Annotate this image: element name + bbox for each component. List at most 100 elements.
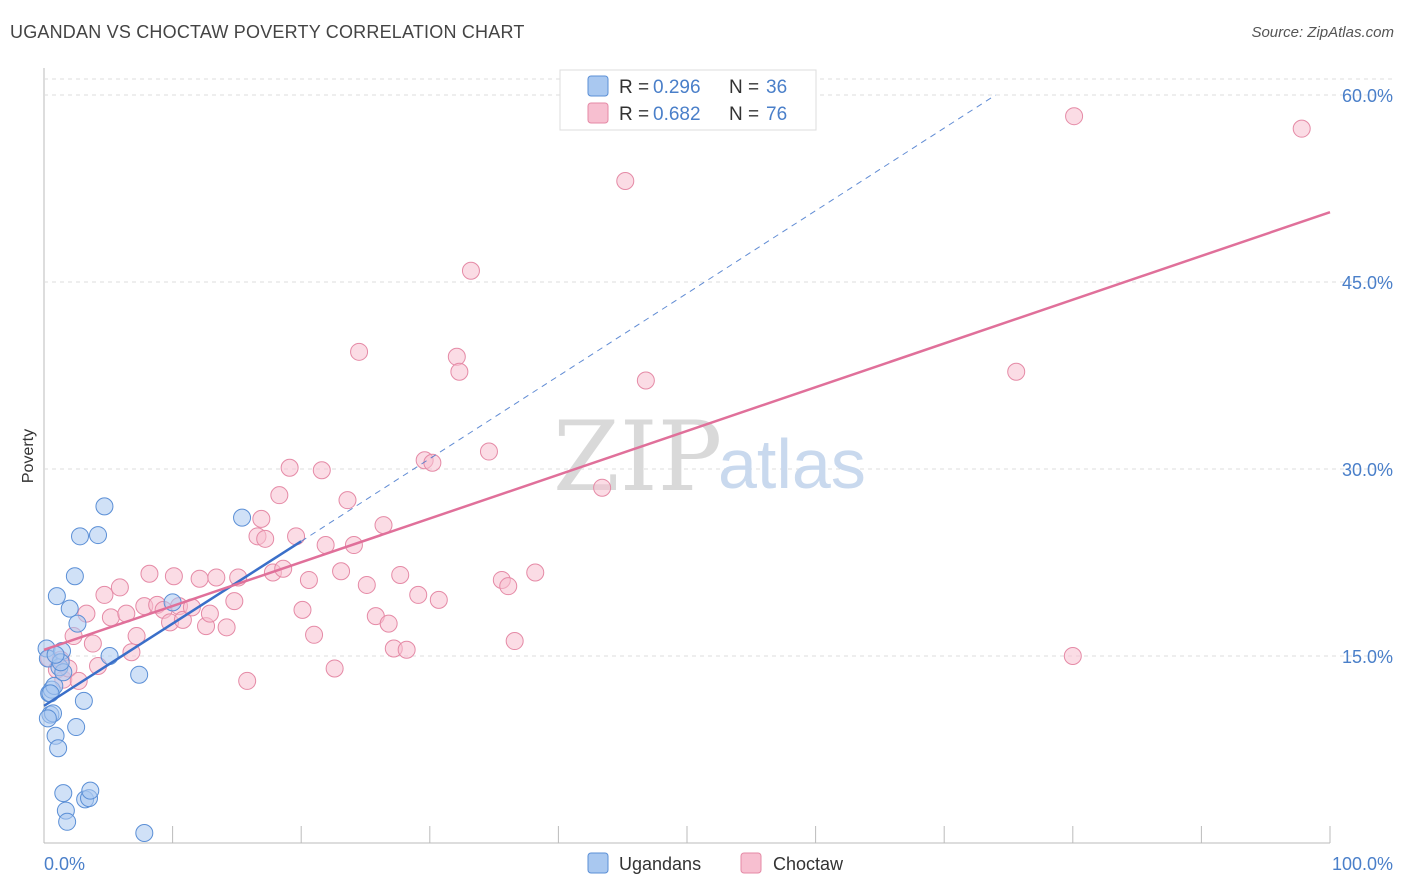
x-tick-label-max: 100.0% [1332,854,1393,874]
watermark-atlas: atlas [718,425,866,503]
choctaw-point [293,600,312,619]
ugandans-point [54,784,73,803]
choctaw-point [526,563,545,582]
legend-r-label-ugandans: R = [619,77,649,98]
choctaw-point [312,461,331,480]
choctaw-points [40,107,1311,690]
choctaw-point [95,585,114,604]
legend: R = 0.296 N = 36 R = 0.682 N = 76 [559,69,817,131]
choctaw-point [217,618,236,637]
ugandans-point [71,527,90,546]
legend-n-value-ugandans: 36 [766,77,787,98]
legend-swatch-choctaw [587,102,609,124]
choctaw-point [350,342,369,361]
choctaw-point [110,578,129,597]
bottom-legend-swatch-ugandans [587,852,609,874]
choctaw-point [225,592,244,611]
ugandans-point [100,647,119,665]
ugandans-point [81,781,100,800]
choctaw-point [140,564,159,583]
choctaw-point [164,567,183,586]
choctaw-point [593,478,612,497]
ugandans-point [38,709,57,728]
chart-source: Source: ZipAtlas.com [1251,24,1394,41]
choctaw-point [409,585,428,604]
choctaw-point [429,590,448,609]
legend-r-value-choctaw: 0.682 [653,104,701,125]
legend-r-value-ugandans: 0.296 [653,77,701,98]
choctaw-point [391,565,410,584]
y-tick-label: 30.0% [1342,460,1393,480]
y-tick-label: 60.0% [1342,86,1393,106]
ugandans-point [67,718,86,737]
choctaw-point [616,172,635,191]
ugandans-trend-line [43,540,302,707]
choctaw-point [299,570,318,589]
choctaw-point [325,659,344,678]
choctaw-point [1292,119,1311,138]
legend-swatch-ugandans [587,75,609,97]
bottom-legend-swatch-choctaw [740,852,762,874]
bottom-legend-label-choctaw: Choctaw [773,854,844,874]
choctaw-point [397,640,416,659]
y-tick-labels: 15.0% 30.0% 45.0% 60.0% [1342,86,1393,667]
bottom-legend-label-ugandans: Ugandans [619,854,701,874]
choctaw-point [379,614,398,633]
y-tick-label: 45.0% [1342,273,1393,293]
choctaw-point [505,632,524,651]
choctaw-point [238,671,257,690]
gridlines [44,78,1393,657]
bottom-legend: Ugandans Choctaw [587,852,844,874]
ugandans-point [95,497,114,516]
legend-n-label-ugandans: N = [729,77,759,98]
x-tick-label-min: 0.0% [44,854,85,874]
choctaw-point [499,577,518,596]
choctaw-point [270,486,289,505]
choctaw-point [1065,107,1084,126]
choctaw-point [287,527,306,546]
legend-n-label-choctaw: N = [729,104,759,125]
ugandans-point [68,614,87,633]
ugandans-point [89,526,108,545]
legend-r-label-choctaw: R = [619,104,649,125]
choctaw-point [450,362,469,381]
x-axis-ticks [43,826,1331,843]
ugandans-point [233,508,252,527]
choctaw-point [479,442,498,461]
ugandans-point [65,567,84,586]
chart-title: UGANDAN VS CHOCTAW POVERTY CORRELATION C… [10,22,525,42]
choctaw-point [447,347,466,366]
choctaw-point [636,371,655,390]
choctaw-point [252,509,271,528]
choctaw-point [461,261,480,280]
choctaw-point [190,569,209,588]
ugandans-point [60,599,79,618]
choctaw-point [200,604,219,623]
ugandans-point [58,812,77,831]
choctaw-point [338,491,357,510]
y-tick-label: 15.0% [1342,647,1393,667]
ugandans-point [135,824,154,843]
choctaw-point [357,575,376,594]
y-axis-title: Poverty [20,429,37,483]
trend-lines [43,94,1331,707]
ugandans-point [49,739,68,758]
ugandans-trend-extension [300,94,996,542]
ugandans-point [74,691,93,710]
choctaw-point [207,568,226,587]
choctaw-point [332,562,351,581]
choctaw-point [256,529,275,548]
choctaw-point [1063,647,1082,665]
ugandans-point [47,587,66,606]
ugandans-points [37,497,252,843]
choctaw-point [1007,362,1026,381]
choctaw-point [305,625,324,644]
choctaw-point [83,634,102,653]
watermark-zip: ZIP [553,401,722,513]
choctaw-trend-line [43,211,1331,651]
ugandans-point [130,665,149,684]
choctaw-point [127,627,146,646]
legend-n-value-choctaw: 76 [766,104,787,125]
choctaw-point [101,608,120,627]
